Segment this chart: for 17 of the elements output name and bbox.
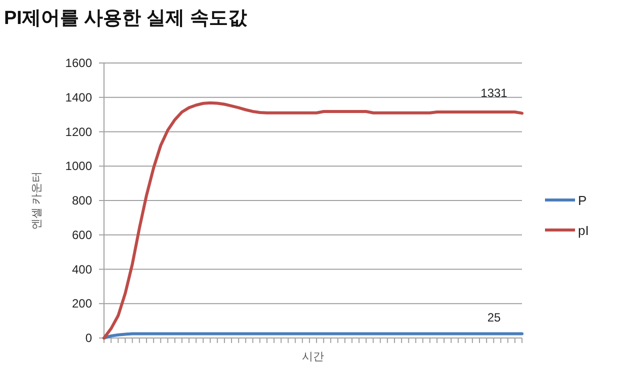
legend-label: pI bbox=[578, 223, 589, 238]
line-series bbox=[102, 101, 524, 340]
y-axis-title: 엔셀 카운터 bbox=[31, 171, 43, 230]
y-tick-label: 400 bbox=[72, 262, 92, 276]
y-tick-label: 200 bbox=[72, 296, 92, 311]
y-tick-label: 600 bbox=[72, 228, 92, 242]
y-tick-label: 1000 bbox=[65, 159, 92, 174]
y-tick-label: 1600 bbox=[65, 56, 92, 70]
annotation: 1331 bbox=[480, 86, 508, 100]
y-tick-label: 0 bbox=[85, 331, 92, 345]
y-tick-label: 1200 bbox=[65, 124, 92, 139]
chart-title: PI제어를 사용한 실제 속도값 bbox=[4, 8, 248, 29]
y-tick-label: 800 bbox=[72, 194, 92, 208]
y-tick-label: 1400 bbox=[65, 90, 92, 104]
legend-label: P bbox=[578, 193, 587, 208]
x-axis-title: 시간 bbox=[302, 351, 324, 363]
annotation: 25 bbox=[487, 310, 501, 325]
